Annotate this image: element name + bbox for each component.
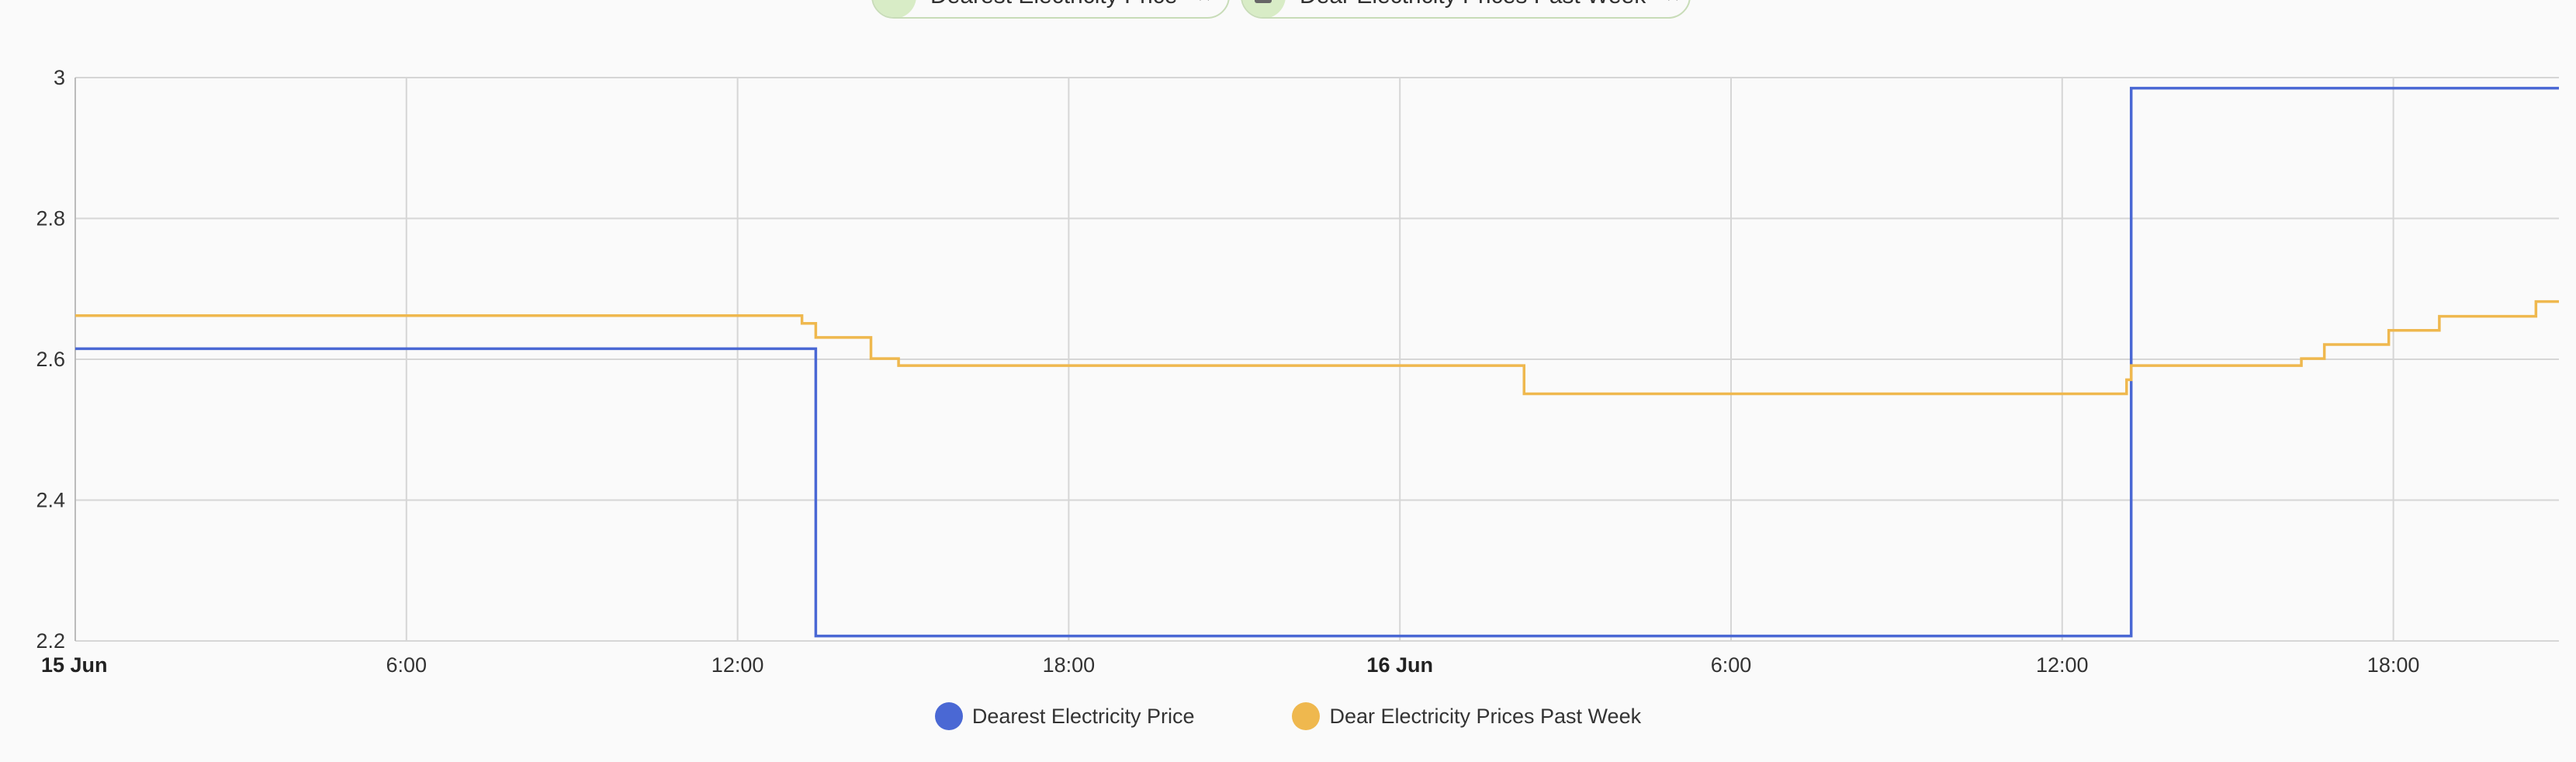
legend-item-dear-prices-past-week[interactable]: Dear Electricity Prices Past Week [1214,702,1641,730]
y-tick-label: 2.2 [36,629,65,653]
grid [74,77,2559,642]
price-chart: 2.2 2.4 2.6 2.8 3 15 Jun 6:00 12:00 18:00 16 Jun… [36,66,2559,677]
legend-swatch [1292,702,1321,730]
y-tick-label: 2.8 [36,207,65,230]
close-icon[interactable]: × [1666,0,1680,9]
y-axis: 2.2 2.4 2.6 2.8 3 [36,66,65,653]
entity-icon [873,0,916,17]
x-tick-label: 16 Jun [1366,653,1433,677]
series-line-dearest-price [75,86,2559,638]
series-lines [75,86,2559,638]
x-tick-label: 6:00 [1711,653,1752,677]
close-icon[interactable]: × [1197,0,1211,9]
y-tick-label: 3 [54,66,65,89]
legend: Dearest Electricity Price Dear Electrici… [0,702,2576,730]
x-tick-label: 18:00 [1043,653,1096,677]
x-tick-label: 12:00 [712,653,764,677]
filter-chip-dearest-price[interactable]: Dearest Electricity Price × [871,0,1230,19]
x-tick-label: 18:00 [2367,653,2420,677]
x-tick-label: 12:00 [2036,653,2089,677]
series-line-dear-prices-past-week [75,300,2559,396]
x-tick-label: 6:00 [386,653,428,677]
legend-item-dearest-price[interactable]: Dearest Electricity Price [934,702,1195,730]
calendar-icon [1242,0,1286,17]
filter-chip-dear-prices-past-week[interactable]: Dear Electricity Prices Past Week × [1241,0,1691,19]
chip-label: Dear Electricity Prices Past Week [1300,0,1646,9]
legend-label: Dear Electricity Prices Past Week [1329,704,1642,728]
legend-swatch [934,702,963,730]
x-tick-label: 15 Jun [41,653,108,677]
legend-label: Dearest Electricity Price [971,704,1195,728]
chip-label: Dearest Electricity Price [930,0,1177,9]
y-tick-label: 2.6 [36,348,65,371]
y-tick-label: 2.4 [36,489,65,512]
x-axis: 15 Jun 6:00 12:00 18:00 16 Jun 6:00 12:00 18:00 [41,653,2419,677]
